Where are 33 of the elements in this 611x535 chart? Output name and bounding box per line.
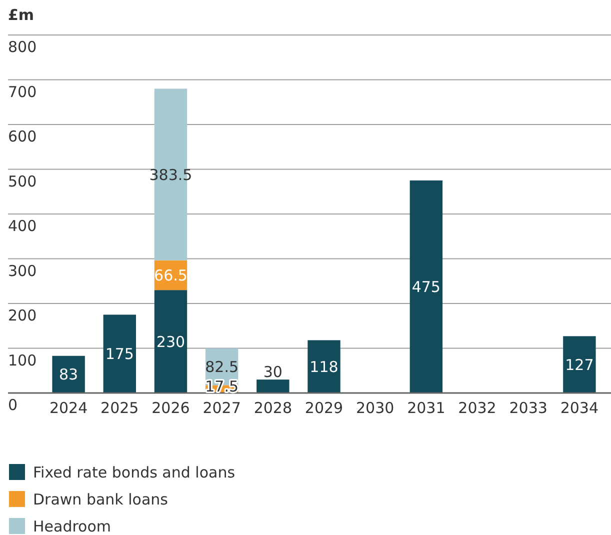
x-tick-label: 2024 [49,399,88,417]
x-tick-label: 2029 [304,399,344,417]
data-label: 127 [565,356,594,374]
data-label: 82.5 [205,358,239,376]
x-tick-label: 2027 [202,399,241,417]
y-tick-label: 500 [8,172,37,190]
y-tick-label: 700 [8,82,37,101]
legend-label: Drawn bank loans [33,490,168,508]
x-tick-label: 2030 [356,399,394,417]
y-tick-label: 100 [8,351,37,370]
x-tick-label: 2034 [560,399,599,417]
y-tick-label: 800 [8,38,37,56]
y-axis-title: £m [8,6,34,24]
legend-label: Headroom [33,517,112,535]
data-label: 175 [105,345,134,364]
data-label: 66.5 [154,266,188,284]
x-tick-label: 2025 [100,399,139,417]
x-tick-label: 2033 [509,399,548,417]
data-label: 118 [310,358,338,376]
data-label: 230 [156,332,186,351]
y-tick-label: 300 [8,262,37,280]
x-tick-label: 2026 [152,399,190,417]
x-tick-label: 2031 [407,399,446,417]
y-tick-label: 600 [8,128,37,146]
data-label: 30 [263,362,282,381]
y-tick-label: 0 [8,396,18,414]
data-label: 475 [412,278,440,296]
y-tick-label: 200 [8,306,37,324]
y-tick-label: 400 [8,217,37,235]
data-label: 83 [59,366,78,384]
x-tick-label: 2028 [254,399,292,417]
legend-label: Fixed rate bonds and loans [33,463,236,482]
x-tick-label: 2032 [458,399,496,417]
